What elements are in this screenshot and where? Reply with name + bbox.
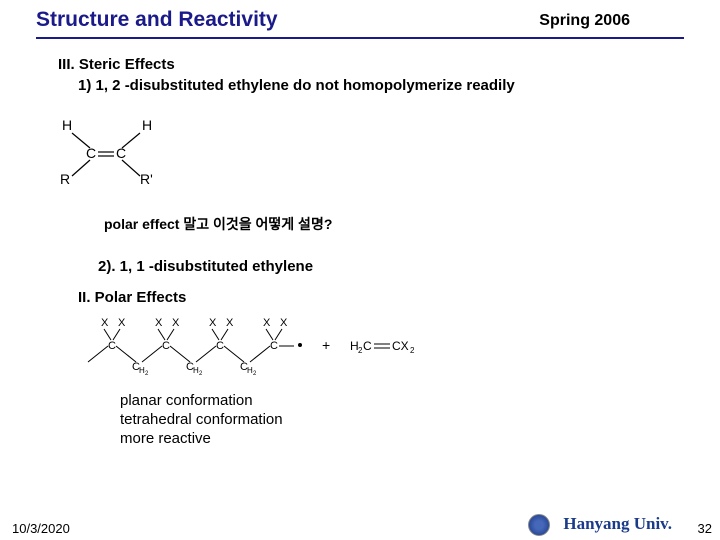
steric-item-1: 1) 1, 2 -disubstituted ethylene do not h…: [78, 77, 668, 94]
svg-text:X: X: [155, 317, 163, 329]
diagram-polymer-chain: XX C C H2 XX C C H2 XX: [78, 316, 668, 376]
svg-text:X: X: [263, 317, 271, 329]
svg-text:C: C: [162, 340, 170, 352]
footer-date: 10/3/2020: [12, 521, 70, 536]
conf-reactive: more reactive: [120, 430, 668, 449]
conformations-block: planar conformation tetrahedral conforma…: [120, 392, 668, 448]
section-steric-heading: III. Steric Effects: [58, 56, 668, 73]
steric-item-2: 2). 1, 1 -disubstituted ethylene: [98, 258, 668, 275]
page-number: 32: [698, 521, 712, 536]
svg-text:C: C: [363, 339, 372, 353]
footer-university: Hanyang Univ.: [563, 514, 672, 534]
term-label: Spring 2006: [539, 12, 630, 30]
conf-planar: planar conformation: [120, 392, 668, 411]
svg-text:X: X: [209, 317, 217, 329]
svg-text:X: X: [226, 317, 234, 329]
title-bar: Structure and Reactivity Spring 2006: [0, 8, 720, 32]
atom-c-left: C: [86, 145, 96, 161]
svg-text:2: 2: [253, 371, 257, 376]
svg-text:C: C: [270, 340, 278, 352]
diagram-disubstituted-ethylene: H H C C R R': [48, 116, 668, 188]
svg-text:2: 2: [145, 371, 149, 376]
main-title: Structure and Reactivity: [36, 8, 278, 32]
atom-r-bl: R: [60, 171, 70, 187]
svg-text:CX: CX: [392, 339, 409, 353]
svg-text:X: X: [118, 317, 126, 329]
svg-text:X: X: [101, 317, 109, 329]
title-underline: [36, 37, 684, 39]
svg-text:X: X: [280, 317, 288, 329]
svg-text:X: X: [172, 317, 180, 329]
svg-text:2: 2: [410, 346, 415, 355]
section-polar-heading: II. Polar Effects: [78, 289, 668, 306]
atom-c-right: C: [116, 145, 126, 161]
polar-question: polar effect 말고 이것을 어떻게 설명?: [104, 214, 668, 234]
svg-text:C: C: [108, 340, 116, 352]
atom-r-br: R': [140, 171, 153, 187]
content-area: III. Steric Effects 1) 1, 2 -disubstitut…: [58, 56, 668, 448]
university-logo-icon: [528, 514, 550, 536]
svg-text:C: C: [216, 340, 224, 352]
atom-h-tr: H: [142, 117, 152, 133]
atom-h-tl: H: [62, 117, 72, 133]
svg-text:2: 2: [199, 371, 203, 376]
svg-text:+: +: [322, 337, 330, 353]
conf-tetrahedral: tetrahedral conformation: [120, 411, 668, 430]
